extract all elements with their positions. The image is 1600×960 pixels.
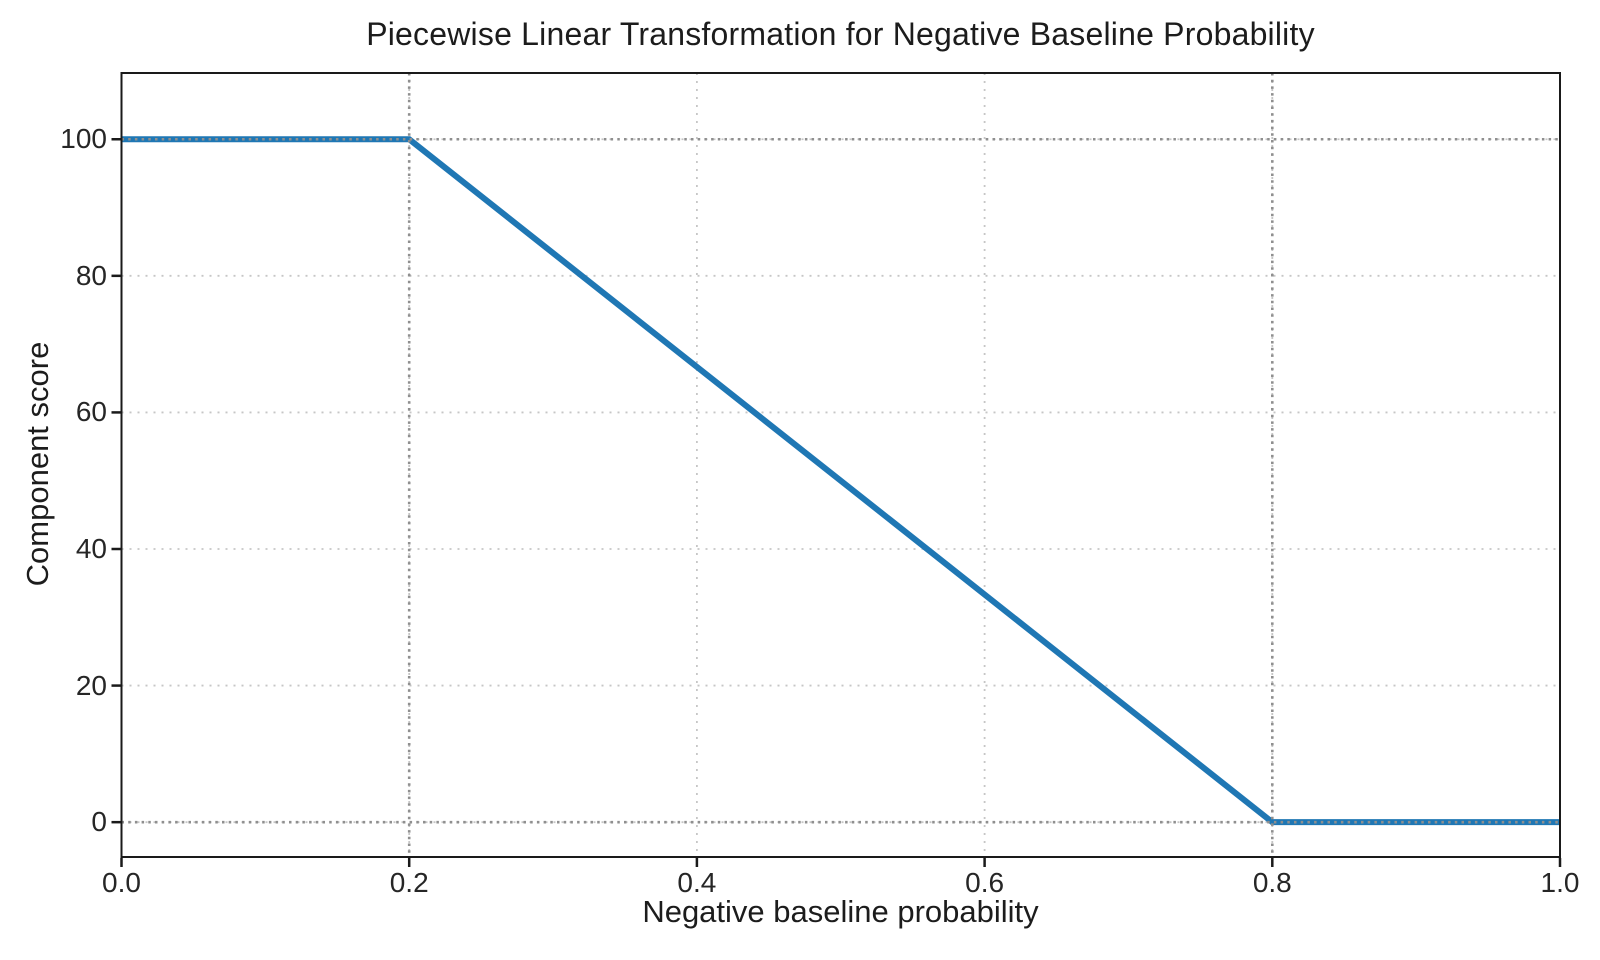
x-tick-label: 0.0 bbox=[102, 867, 141, 898]
plot-border bbox=[120, 72, 1561, 858]
x-tick-label: 1.0 bbox=[1540, 867, 1580, 898]
y-tick-label: 100 bbox=[60, 123, 107, 155]
y-tick-label: 0 bbox=[91, 806, 107, 838]
series-line bbox=[121, 136, 1560, 826]
x-tick-label: 0.4 bbox=[677, 867, 717, 898]
y-tick-label: 60 bbox=[75, 396, 107, 428]
x-axis-label: Negative baseline probability bbox=[642, 894, 1039, 929]
y-tick-label: 40 bbox=[75, 533, 107, 564]
x-tick-label: 0.8 bbox=[1252, 867, 1292, 898]
y-tick-label: 80 bbox=[75, 259, 107, 291]
chart-title: Piecewise Linear Transformation for Nega… bbox=[366, 16, 1315, 52]
y-tick-label: 20 bbox=[75, 669, 107, 701]
y-axis-label: Component score bbox=[20, 341, 55, 587]
x-tick-label: 0.2 bbox=[389, 867, 429, 898]
x-tick-label: 0.6 bbox=[965, 867, 1005, 898]
